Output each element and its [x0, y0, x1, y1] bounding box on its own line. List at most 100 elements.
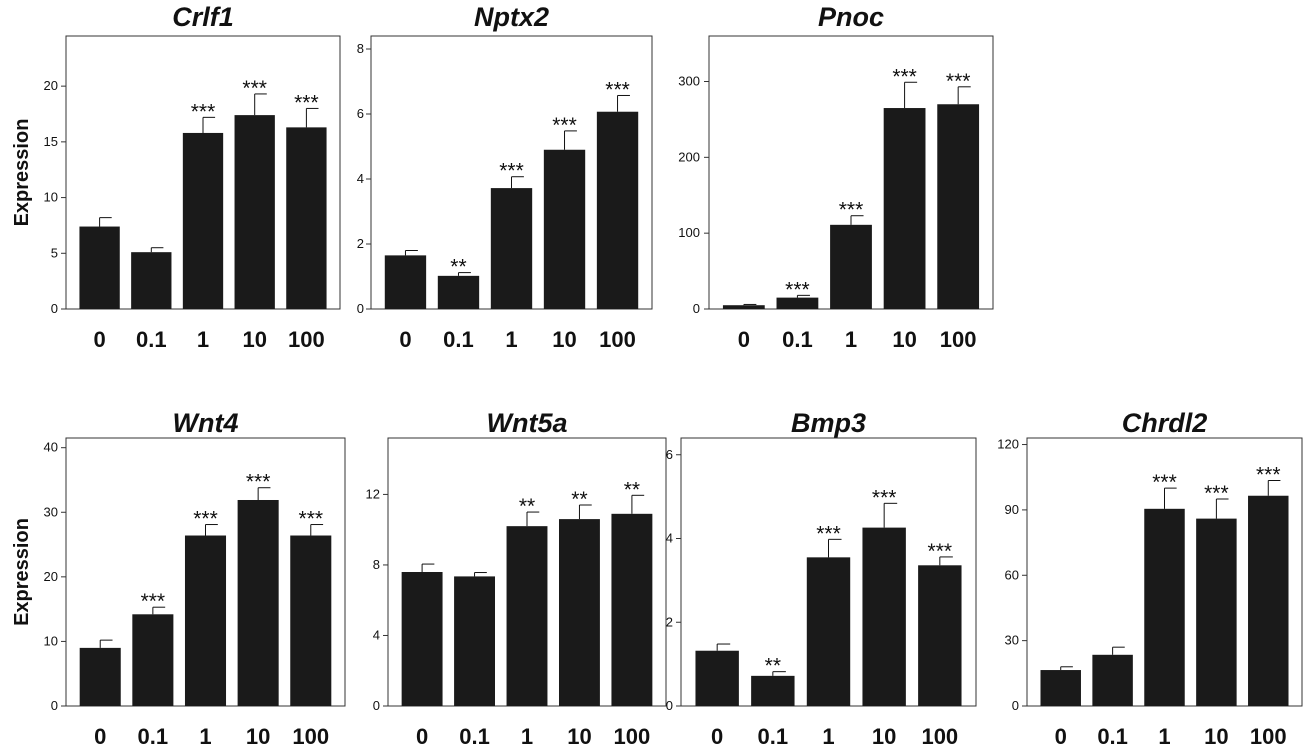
y-tick-label: 0 [51, 301, 58, 316]
y-tick-label: 0 [51, 698, 58, 713]
panel-bmp3: Bmp3 0 2 4 6 0 ** 0.1 *** 1 *** 10 *** 100 [666, 408, 977, 749]
x-tick-label: 10 [567, 724, 591, 749]
x-tick-label: 100 [614, 724, 651, 749]
bar [490, 188, 533, 309]
y-tick-label: 60 [1005, 567, 1019, 582]
significance-label: *** [816, 522, 841, 545]
x-tick-label: 0.1 [1097, 724, 1128, 749]
x-tick-label: 1 [505, 327, 517, 352]
y-tick-label: 4 [373, 627, 380, 642]
significance-label: ** [519, 495, 535, 518]
x-tick-label: 0.1 [443, 327, 474, 352]
y-tick-label: 10 [44, 190, 58, 205]
significance-label: *** [839, 199, 864, 222]
significance-label: *** [605, 78, 630, 101]
bar [506, 526, 548, 706]
significance-label: *** [294, 91, 319, 114]
bar [558, 519, 600, 706]
y-tick-label: 40 [44, 440, 58, 455]
x-tick-label: 10 [872, 724, 896, 749]
y-tick-label: 100 [678, 225, 700, 240]
bar [1092, 654, 1133, 706]
x-tick-label: 100 [1250, 724, 1287, 749]
y-tick-label: 5 [51, 245, 58, 260]
bar [184, 535, 227, 706]
y-tick-label: 20 [44, 569, 58, 584]
bar [862, 527, 906, 706]
x-tick-label: 1 [1158, 724, 1170, 749]
bar [237, 499, 279, 706]
y-tick-label: 6 [357, 106, 364, 121]
chart-title: Nptx2 [474, 2, 549, 32]
y-tick-label: 15 [44, 134, 58, 149]
bar [290, 535, 332, 706]
y-tick-label: 300 [678, 74, 700, 89]
x-tick-label: 1 [822, 724, 834, 749]
significance-label: *** [191, 100, 216, 123]
chart-title: Wnt4 [173, 408, 239, 438]
y-axis-label: Expression [11, 518, 33, 626]
bar [79, 226, 120, 309]
bar [883, 108, 926, 310]
chart-title: Wnt5a [487, 408, 568, 438]
significance-label: *** [872, 486, 897, 509]
y-tick-label: 0 [373, 698, 380, 713]
chart-title: Crlf1 [172, 2, 234, 32]
x-tick-label: 100 [921, 724, 958, 749]
bar [1040, 670, 1081, 706]
x-tick-label: 1 [197, 327, 209, 352]
bar [776, 297, 819, 309]
bar [234, 115, 275, 309]
chart-title: Pnoc [818, 2, 884, 32]
x-tick-label: 100 [288, 327, 325, 352]
significance-label: *** [892, 65, 917, 88]
bar [918, 565, 962, 706]
x-tick-label: 0 [416, 724, 428, 749]
bar [937, 104, 980, 309]
bar [695, 650, 739, 706]
bar [1144, 508, 1185, 706]
x-tick-label: 0 [93, 327, 105, 352]
bar [722, 305, 765, 309]
y-tick-label: 4 [666, 531, 673, 546]
chart-title: Bmp3 [791, 408, 866, 438]
x-tick-label: 10 [242, 327, 266, 352]
y-tick-label: 90 [1005, 502, 1019, 517]
panel-crlf1: Crlf1 0 5 10 15 20 Expression 0 0.1 *** 1 *** 10 *** 1… [11, 2, 341, 352]
y-tick-label: 2 [357, 236, 364, 251]
x-tick-label: 0 [738, 327, 750, 352]
y-tick-label: 120 [997, 437, 1019, 452]
bar [384, 255, 427, 309]
x-tick-label: 0.1 [758, 724, 789, 749]
significance-label: *** [1204, 482, 1229, 505]
significance-label: *** [552, 114, 577, 137]
y-tick-label: 8 [373, 557, 380, 572]
bar [806, 557, 851, 706]
bar [182, 132, 224, 309]
significance-label: *** [499, 160, 524, 183]
x-tick-label: 1 [845, 327, 857, 352]
bar [751, 675, 795, 706]
significance-label: ** [765, 655, 781, 678]
y-tick-label: 20 [44, 78, 58, 93]
y-tick-label: 0 [666, 698, 673, 713]
significance-label: ** [450, 256, 466, 279]
x-tick-label: 100 [292, 724, 329, 749]
y-tick-label: 0 [693, 301, 700, 316]
y-tick-label: 4 [357, 171, 364, 186]
significance-label: *** [946, 70, 971, 93]
bar [611, 513, 653, 706]
y-tick-label: 0 [357, 301, 364, 316]
y-tick-label: 12 [366, 486, 380, 501]
x-tick-label: 1 [521, 724, 533, 749]
significance-label: *** [928, 540, 953, 563]
chart-title: Chrdl2 [1122, 408, 1208, 438]
significance-label: *** [1152, 471, 1177, 494]
bar [437, 275, 480, 309]
y-tick-label: 6 [666, 447, 673, 462]
significance-label: *** [193, 508, 218, 531]
x-tick-label: 100 [599, 327, 636, 352]
x-tick-label: 0 [94, 724, 106, 749]
x-tick-label: 10 [552, 327, 576, 352]
